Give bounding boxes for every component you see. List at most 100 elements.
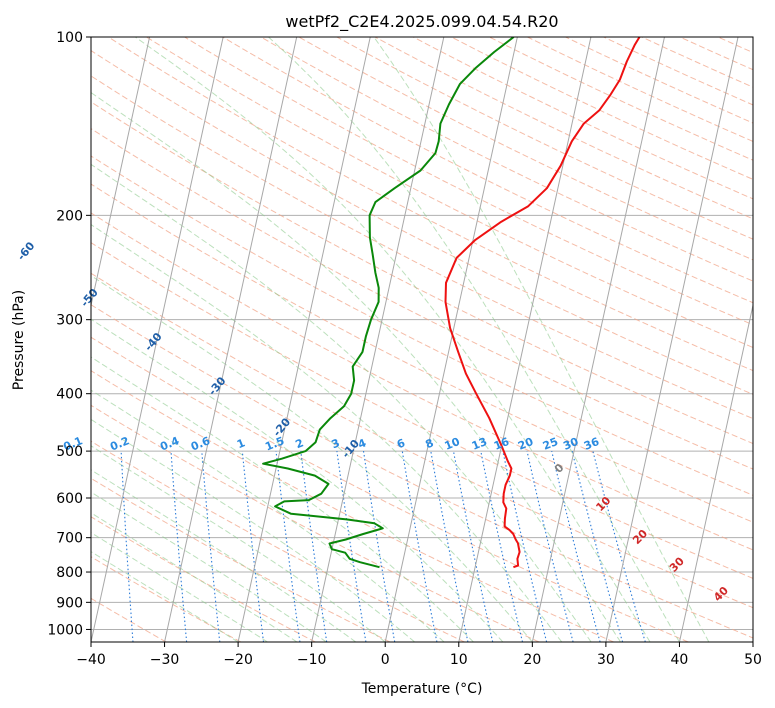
plot-frame	[90, 36, 754, 643]
isotherm-line	[91, 37, 151, 308]
isotherm-line	[384, 37, 518, 642]
x-tick-label: 0	[381, 652, 390, 668]
y-tick-label: 200	[56, 208, 83, 224]
moist-adiabat-line	[91, 223, 563, 642]
moist-adiabat-line	[91, 418, 415, 642]
moist-adiabats	[91, 37, 710, 642]
y-tick-label: 900	[56, 595, 83, 611]
mixing-ratio-label: 36	[582, 435, 601, 453]
x-tick-label: 20	[523, 652, 541, 668]
moist-adiabat-line	[91, 469, 357, 642]
isotherm-line	[458, 37, 592, 642]
y-tick-label: 600	[56, 491, 83, 507]
mixing-ratio-line	[571, 450, 624, 642]
mixing-ratio-line	[275, 451, 301, 642]
mixing-ratio-label: 8	[423, 436, 435, 451]
y-axis-title: Pressure (hPa)	[11, 290, 27, 390]
dry-adiabat-line	[146, 37, 753, 349]
mixing-ratio-line	[526, 450, 574, 642]
y-axis: 100 200 300 400 500 600 700 800 900 1000	[47, 30, 91, 638]
mixing-ratio-line	[170, 451, 188, 642]
x-tick-label: 30	[597, 652, 615, 668]
x-tick-label: −40	[76, 652, 106, 668]
y-tick-label: 300	[56, 313, 83, 329]
mixing-ratio-line	[201, 451, 221, 642]
mixing-ratio-label: 30	[561, 435, 580, 453]
x-tick-label: −30	[150, 652, 180, 668]
mixing-ratio-label: 3	[330, 436, 342, 451]
dry-adiabat-line	[91, 304, 753, 639]
isotherm-line	[531, 37, 665, 642]
x-tick-label: −10	[297, 652, 327, 668]
moist-adiabat-line	[91, 163, 592, 642]
y-tick-label: 800	[56, 565, 83, 581]
mixing-ratio-line	[336, 451, 367, 642]
x-tick-label: 40	[671, 652, 689, 668]
y-tick-label: 400	[56, 387, 83, 403]
mixing-ratio-label: 10	[443, 435, 462, 453]
mixing-ratio-label: 16	[492, 435, 511, 453]
dry-adiabat-line	[91, 440, 465, 642]
mixing-ratio-line	[300, 451, 328, 642]
x-tick-label: 50	[744, 652, 762, 668]
moist-adiabat-line	[135, 37, 651, 642]
mixing-ratio-label: 25	[541, 435, 560, 453]
isotherm-line	[605, 37, 739, 642]
y-tick-label: 1000	[47, 622, 83, 638]
moist-adiabat-line	[91, 491, 327, 642]
mixing-ratio-label: 13	[470, 435, 489, 453]
moist-adiabat-line	[91, 445, 386, 642]
mixing-ratio-line	[430, 451, 469, 642]
moist-adiabat-line	[91, 389, 445, 642]
dry-adiabat-line	[91, 50, 753, 395]
moist-adiabat-line	[91, 92, 622, 642]
temperature-profile-line	[444, 37, 641, 569]
isotherm-line	[164, 37, 298, 642]
isotherm-line	[91, 37, 224, 642]
isobar-grid	[91, 37, 753, 630]
dry-adiabat-line	[91, 128, 753, 470]
moist-adiabat-line	[91, 275, 533, 642]
mixing-ratio-lines	[120, 450, 646, 642]
dry-adiabat-line	[91, 183, 753, 523]
dry-adiabat-line	[91, 212, 753, 551]
dry-adiabat-line	[108, 37, 753, 372]
isotherm-line	[311, 37, 445, 642]
y-tick-label: 500	[56, 444, 83, 460]
dry-adiabats	[91, 37, 753, 642]
mixing-ratio-line	[452, 451, 494, 642]
y-tick-label: 100	[56, 30, 83, 46]
chart-title: wetPf2_C2E4.2025.099.04.54.R20	[285, 12, 558, 32]
moist-adiabat-line	[268, 37, 680, 642]
dry-adiabat-line	[91, 242, 753, 579]
dry-adiabat-line	[91, 597, 167, 642]
dewpoint-profile-line	[262, 37, 515, 569]
isotherm-line	[237, 37, 371, 642]
isotherm-line	[678, 302, 753, 642]
mixing-ratio-label: 2	[293, 436, 305, 451]
dry-adiabat-line	[222, 37, 753, 304]
x-axis-title: Temperature (°C)	[361, 681, 483, 697]
x-tick-label: −20	[223, 652, 253, 668]
mixing-ratio-line	[241, 451, 265, 642]
y-tick-label: 700	[56, 531, 83, 547]
dry-adiabat-line	[91, 370, 614, 642]
moist-adiabat-line	[91, 318, 504, 642]
dry-adiabat-line	[91, 556, 242, 642]
mixing-ratio-label: 1	[235, 436, 247, 451]
dry-adiabat-line	[91, 404, 540, 642]
moist-adiabat-line	[91, 356, 474, 642]
dry-adiabat-line	[91, 272, 753, 609]
plot-area	[91, 37, 753, 642]
isotherms	[91, 37, 753, 642]
mixing-ratio-label: 20	[516, 435, 535, 453]
mixing-ratio-line	[502, 450, 548, 642]
mixing-ratio-line	[480, 450, 524, 642]
x-tick-label: 10	[450, 652, 468, 668]
moist-adiabat-line	[373, 37, 710, 642]
dry-adiabat-line	[91, 477, 391, 642]
x-axis: −40 −30 −20 −10 0 10 20 30 40 50	[76, 642, 762, 668]
mixing-ratio-line	[551, 450, 601, 642]
dry-adiabat-line	[91, 75, 753, 420]
